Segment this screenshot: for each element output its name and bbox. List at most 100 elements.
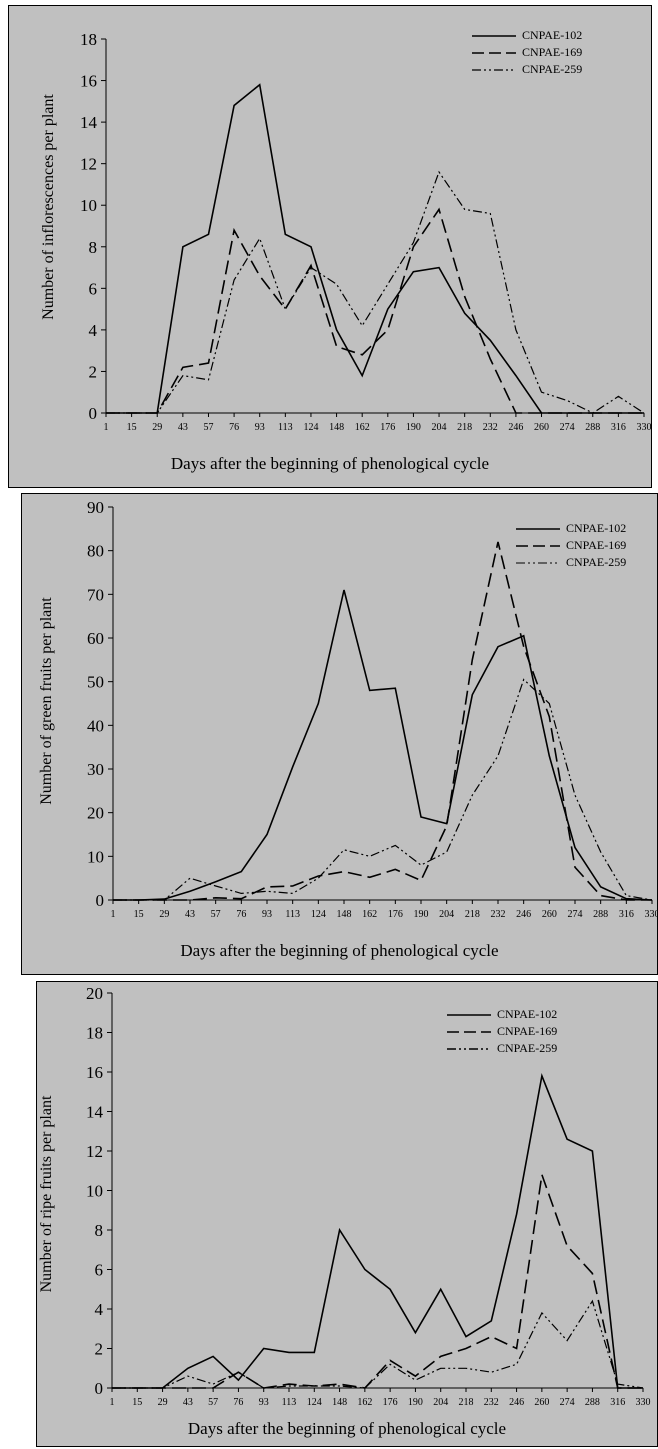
legend-label: CNPAE-169 xyxy=(522,45,583,59)
legend-label: CNPAE-102 xyxy=(522,28,583,42)
x-tick-label: 113 xyxy=(278,422,293,433)
x-tick-label: 246 xyxy=(516,909,531,920)
chart-panel-ripe-fruits: 0 2 4 6 8 10 12 14 16 18 20 1 15 29 43 57 76 93 113 124 148 1… xyxy=(36,981,658,1447)
x-tick-label: 176 xyxy=(380,422,395,433)
x-tick-label: 218 xyxy=(457,422,472,433)
series-line-cnpae-169 xyxy=(113,541,652,901)
y-tick-label: 2 xyxy=(95,1340,104,1359)
y-tick-label: 50 xyxy=(87,673,104,692)
x-tick-label: 274 xyxy=(568,909,583,920)
x-tick-label: 260 xyxy=(542,909,557,920)
x-axis-label: Days after the beginning of phenological… xyxy=(170,454,490,473)
x-axis-label: Days after the beginning of phenological… xyxy=(180,941,499,960)
y-tick-label: 20 xyxy=(87,804,104,823)
y-tick-label: 0 xyxy=(95,1379,104,1398)
series-line-cnpae-102 xyxy=(113,589,653,901)
x-tick-label: 190 xyxy=(408,1397,423,1408)
x-tick-label: 1 xyxy=(110,1397,115,1408)
y-tick-label: 10 xyxy=(86,1182,103,1201)
x-tick-label: 43 xyxy=(183,1397,193,1408)
y-tick-label: 70 xyxy=(87,585,104,604)
x-tick-label: 1 xyxy=(111,909,116,920)
x-tick-label: 113 xyxy=(282,1397,297,1408)
x-tick-label: 190 xyxy=(406,422,421,433)
x-tick-label: 330 xyxy=(637,422,652,433)
y-tick-label: 16 xyxy=(80,72,97,91)
y-tick-label: 14 xyxy=(80,113,98,132)
y-tick-label: 18 xyxy=(80,30,97,49)
y-tick-label: 6 xyxy=(89,279,98,298)
series-line-cnpae-102 xyxy=(112,1073,643,1389)
legend-entry: CNPAE-259 xyxy=(447,1040,557,1057)
x-tick-label: 15 xyxy=(134,909,144,920)
y-tick-label: 12 xyxy=(80,155,97,174)
y-tick-label: 4 xyxy=(95,1300,104,1319)
legend-label: CNPAE-102 xyxy=(566,521,627,535)
y-axis-label: Number of inflorescences per plant xyxy=(40,94,57,320)
legend-entry: CNPAE-169 xyxy=(447,1023,557,1040)
y-tick-label: 90 xyxy=(87,498,104,517)
x-tick-label: 29 xyxy=(158,1397,168,1408)
x-tick-label: 232 xyxy=(491,909,506,920)
x-tick-label: 176 xyxy=(388,909,403,920)
y-tick-label: 0 xyxy=(89,404,98,423)
x-tick-label: 190 xyxy=(414,909,429,920)
x-tick-label: 288 xyxy=(585,1397,600,1408)
legend-label: CNPAE-259 xyxy=(522,62,583,76)
y-tick-label: 16 xyxy=(86,1063,103,1082)
y-tick-label: 80 xyxy=(87,542,104,561)
chart-plot-green-fruits: 0 10 20 30 40 50 60 70 80 90 1 15 29 43 57 76 93 113 124 14… xyxy=(87,498,658,920)
x-tick-label: 204 xyxy=(433,1397,448,1408)
y-tick-label: 12 xyxy=(86,1142,103,1161)
y-tick-label: 10 xyxy=(80,196,97,215)
x-tick-label: 330 xyxy=(645,909,658,920)
x-tick-label: 176 xyxy=(383,1397,398,1408)
y-tick-label: 6 xyxy=(95,1261,104,1280)
y-tick-label: 10 xyxy=(87,847,104,866)
y-tick-label: 8 xyxy=(89,238,98,257)
x-tick-label: 29 xyxy=(152,422,162,433)
x-tick-label: 93 xyxy=(262,909,272,920)
series-line-cnpae-259 xyxy=(106,170,645,414)
chart-panel-inflorescences: 0 2 4 6 8 10 12 14 16 18 1 15 29 43 57 76 93 113 124 148 162… xyxy=(8,5,652,488)
legend-entry: CNPAE-102 xyxy=(472,27,582,44)
y-tick-label: 14 xyxy=(86,1103,104,1122)
legend: CNPAE-102 CNPAE-169 CNPAE-259 xyxy=(516,520,626,571)
x-tick-label: 57 xyxy=(211,909,221,920)
legend-entry: CNPAE-102 xyxy=(516,520,626,537)
x-tick-label: 57 xyxy=(203,422,213,433)
x-tick-label: 15 xyxy=(127,422,137,433)
x-tick-label: 246 xyxy=(509,1397,524,1408)
series-line-cnpae-102 xyxy=(106,83,644,414)
x-tick-label: 204 xyxy=(439,909,454,920)
y-tick-label: 2 xyxy=(89,362,98,381)
x-tick-label: 288 xyxy=(585,422,600,433)
x-tick-label: 218 xyxy=(465,909,480,920)
y-tick-label: 60 xyxy=(87,629,104,648)
x-tick-label: 316 xyxy=(610,1397,625,1408)
x-tick-label: 148 xyxy=(337,909,352,920)
x-tick-label: 330 xyxy=(636,1397,651,1408)
legend-label: CNPAE-259 xyxy=(566,555,627,569)
legend-entry: CNPAE-259 xyxy=(516,554,626,571)
legend-label: CNPAE-102 xyxy=(497,1007,558,1021)
x-tick-label: 124 xyxy=(303,422,318,433)
legend: CNPAE-102 CNPAE-169 CNPAE-259 xyxy=(447,1006,557,1057)
x-tick-label: 162 xyxy=(362,909,377,920)
x-tick-label: 93 xyxy=(255,422,265,433)
legend-label: CNPAE-259 xyxy=(497,1041,558,1055)
y-tick-label: 20 xyxy=(86,984,103,1003)
x-tick-label: 148 xyxy=(329,422,344,433)
x-tick-label: 274 xyxy=(560,422,575,433)
y-tick-label: 40 xyxy=(87,716,104,735)
y-tick-label: 4 xyxy=(89,321,98,340)
legend-entry: CNPAE-169 xyxy=(516,537,626,554)
x-tick-label: 43 xyxy=(178,422,188,433)
x-tick-label: 288 xyxy=(593,909,608,920)
legend: CNPAE-102 CNPAE-169 CNPAE-259 xyxy=(472,27,582,78)
legend-label: CNPAE-169 xyxy=(497,1024,558,1038)
y-tick-label: 18 xyxy=(86,1024,103,1043)
x-tick-label: 246 xyxy=(508,422,523,433)
series-line-cnpae-259 xyxy=(113,678,653,901)
